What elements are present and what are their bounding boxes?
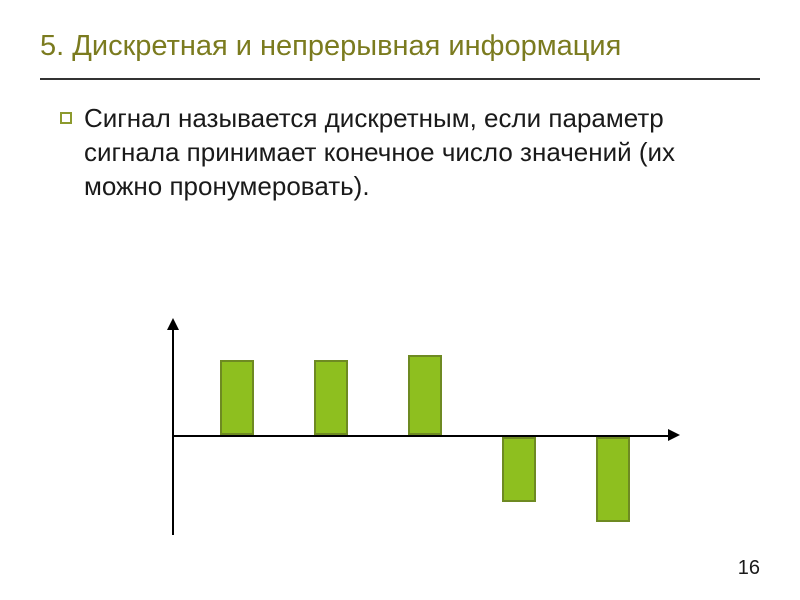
slide: 5. Дискретная и непрерывная информация С… xyxy=(0,0,800,600)
page-number: 16 xyxy=(738,557,760,580)
y-axis-arrow-icon xyxy=(167,318,179,330)
discrete-signal-chart xyxy=(140,320,678,535)
body-text: Сигнал называется дискретным, если парам… xyxy=(84,102,760,203)
chart-bar xyxy=(220,360,254,435)
chart-bar xyxy=(502,437,536,502)
chart-bar xyxy=(314,360,348,435)
title-underline xyxy=(40,78,760,80)
chart-bar xyxy=(408,355,442,435)
slide-title: 5. Дискретная и непрерывная информация xyxy=(40,28,760,64)
y-axis xyxy=(172,320,174,535)
x-axis-arrow-icon xyxy=(668,429,680,441)
body-block: Сигнал называется дискретным, если парам… xyxy=(60,102,760,203)
chart-bar xyxy=(596,437,630,522)
square-bullet-icon xyxy=(60,112,72,124)
